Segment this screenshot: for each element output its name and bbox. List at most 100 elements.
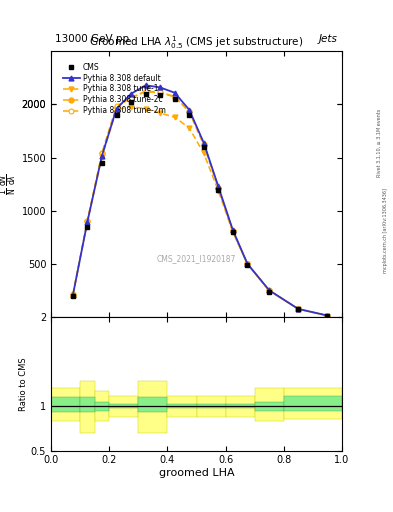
Bar	[109, 396, 138, 417]
Pythia 8.308 tune-2m	[325, 312, 330, 318]
Pythia 8.308 tune-2c	[187, 109, 192, 115]
Pythia 8.308 tune-1	[231, 229, 235, 236]
Bar	[109, 404, 138, 408]
Pythia 8.308 tune-2c	[267, 288, 272, 294]
CMS	[173, 96, 177, 102]
CMS	[71, 293, 75, 299]
Pythia 8.308 tune-1	[296, 306, 301, 312]
Text: mcplots.cern.ch [arXiv:1306.3436]: mcplots.cern.ch [arXiv:1306.3436]	[383, 188, 387, 273]
Pythia 8.308 default	[143, 82, 148, 89]
CMS	[143, 91, 148, 97]
Pythia 8.308 default	[296, 306, 301, 312]
Pythia 8.308 tune-1	[187, 125, 192, 131]
Pythia 8.308 default	[71, 292, 75, 298]
Pythia 8.308 tune-2m	[143, 88, 148, 94]
Y-axis label: Ratio to CMS: Ratio to CMS	[19, 357, 28, 411]
Bar	[80, 381, 95, 433]
CMS	[158, 92, 163, 98]
CMS	[267, 289, 272, 295]
Pythia 8.308 default	[114, 105, 119, 112]
Pythia 8.308 tune-2c	[202, 142, 206, 148]
Pythia 8.308 default	[129, 91, 134, 97]
Bar	[167, 404, 196, 408]
Pythia 8.308 tune-2m	[267, 287, 272, 293]
Line: CMS: CMS	[70, 91, 330, 318]
Pythia 8.308 default	[245, 261, 250, 267]
Bar	[255, 389, 284, 421]
Pythia 8.308 tune-1	[202, 151, 206, 157]
Line: Pythia 8.308 default: Pythia 8.308 default	[70, 83, 330, 318]
Pythia 8.308 default	[173, 90, 177, 96]
Legend: CMS, Pythia 8.308 default, Pythia 8.308 tune-1, Pythia 8.308 tune-2c, Pythia 8.3: CMS, Pythia 8.308 default, Pythia 8.308 …	[61, 60, 168, 118]
CMS	[202, 144, 206, 150]
Pythia 8.308 tune-2c	[85, 218, 90, 224]
Line: Pythia 8.308 tune-2c: Pythia 8.308 tune-2c	[70, 89, 330, 318]
Bar	[95, 402, 109, 411]
Pythia 8.308 tune-2m	[173, 93, 177, 99]
Bar	[226, 396, 255, 417]
Bar	[284, 389, 342, 419]
CMS	[296, 306, 301, 312]
Pythia 8.308 tune-2c	[245, 261, 250, 267]
CMS	[325, 313, 330, 319]
CMS	[187, 112, 192, 118]
Pythia 8.308 tune-1	[143, 105, 148, 112]
Pythia 8.308 tune-2c	[325, 312, 330, 318]
Pythia 8.308 tune-1	[245, 261, 250, 267]
Pythia 8.308 tune-1	[158, 110, 163, 116]
CMS	[114, 112, 119, 118]
Pythia 8.308 tune-1	[267, 288, 272, 294]
Pythia 8.308 tune-1	[100, 154, 105, 160]
Pythia 8.308 tune-1	[325, 312, 330, 318]
Pythia 8.308 default	[202, 140, 206, 146]
Pythia 8.308 default	[158, 84, 163, 91]
Pythia 8.308 tune-1	[71, 292, 75, 298]
Pythia 8.308 tune-2m	[187, 109, 192, 115]
Bar	[138, 397, 167, 412]
Bar	[167, 396, 196, 417]
Pythia 8.308 default	[325, 312, 330, 318]
Bar	[255, 402, 284, 411]
Pythia 8.308 tune-1	[216, 187, 221, 194]
Pythia 8.308 tune-2c	[114, 103, 119, 110]
Pythia 8.308 default	[100, 153, 105, 159]
Bar	[196, 396, 226, 417]
Pythia 8.308 tune-2m	[216, 184, 221, 190]
Pythia 8.308 tune-2m	[202, 141, 206, 147]
Bar	[51, 389, 80, 421]
Line: Pythia 8.308 tune-2m: Pythia 8.308 tune-2m	[70, 89, 330, 318]
Pythia 8.308 tune-2c	[71, 291, 75, 297]
CMS	[216, 186, 221, 193]
Bar	[80, 397, 95, 412]
Pythia 8.308 tune-2c	[100, 151, 105, 157]
Bar	[51, 397, 80, 412]
Pythia 8.308 tune-1	[173, 114, 177, 120]
Pythia 8.308 default	[267, 287, 272, 293]
CMS	[245, 262, 250, 268]
Bar	[95, 391, 109, 421]
Bar	[196, 404, 226, 408]
CMS	[231, 229, 235, 236]
Pythia 8.308 default	[231, 227, 235, 233]
Pythia 8.308 default	[85, 219, 90, 225]
Pythia 8.308 tune-1	[114, 106, 119, 113]
Pythia 8.308 tune-2m	[296, 306, 301, 312]
Pythia 8.308 tune-2c	[231, 228, 235, 234]
Pythia 8.308 tune-2c	[173, 94, 177, 100]
Pythia 8.308 default	[216, 183, 221, 189]
Title: Groomed LHA $\lambda^{1}_{0.5}$ (CMS jet substructure): Groomed LHA $\lambda^{1}_{0.5}$ (CMS jet…	[89, 34, 304, 51]
Text: 13000 GeV pp: 13000 GeV pp	[55, 33, 129, 44]
Text: CMS_2021_I1920187: CMS_2021_I1920187	[157, 254, 236, 263]
Bar	[226, 404, 255, 408]
CMS	[100, 160, 105, 166]
Bar	[284, 396, 342, 411]
Pythia 8.308 tune-2c	[158, 90, 163, 96]
X-axis label: groomed LHA: groomed LHA	[159, 468, 234, 478]
Text: Rivet 3.1.10, ≥ 3.1M events: Rivet 3.1.10, ≥ 3.1M events	[377, 109, 382, 178]
Pythia 8.308 tune-2m	[231, 228, 235, 234]
Pythia 8.308 tune-2m	[114, 103, 119, 109]
Pythia 8.308 tune-2m	[85, 218, 90, 224]
Y-axis label: $\frac{1}{\mathrm{N}}\,\frac{\mathrm{d}N}{\mathrm{d}\lambda}$: $\frac{1}{\mathrm{N}}\,\frac{\mathrm{d}N…	[0, 174, 19, 195]
Pythia 8.308 tune-2m	[129, 94, 134, 100]
Pythia 8.308 tune-2m	[100, 150, 105, 156]
